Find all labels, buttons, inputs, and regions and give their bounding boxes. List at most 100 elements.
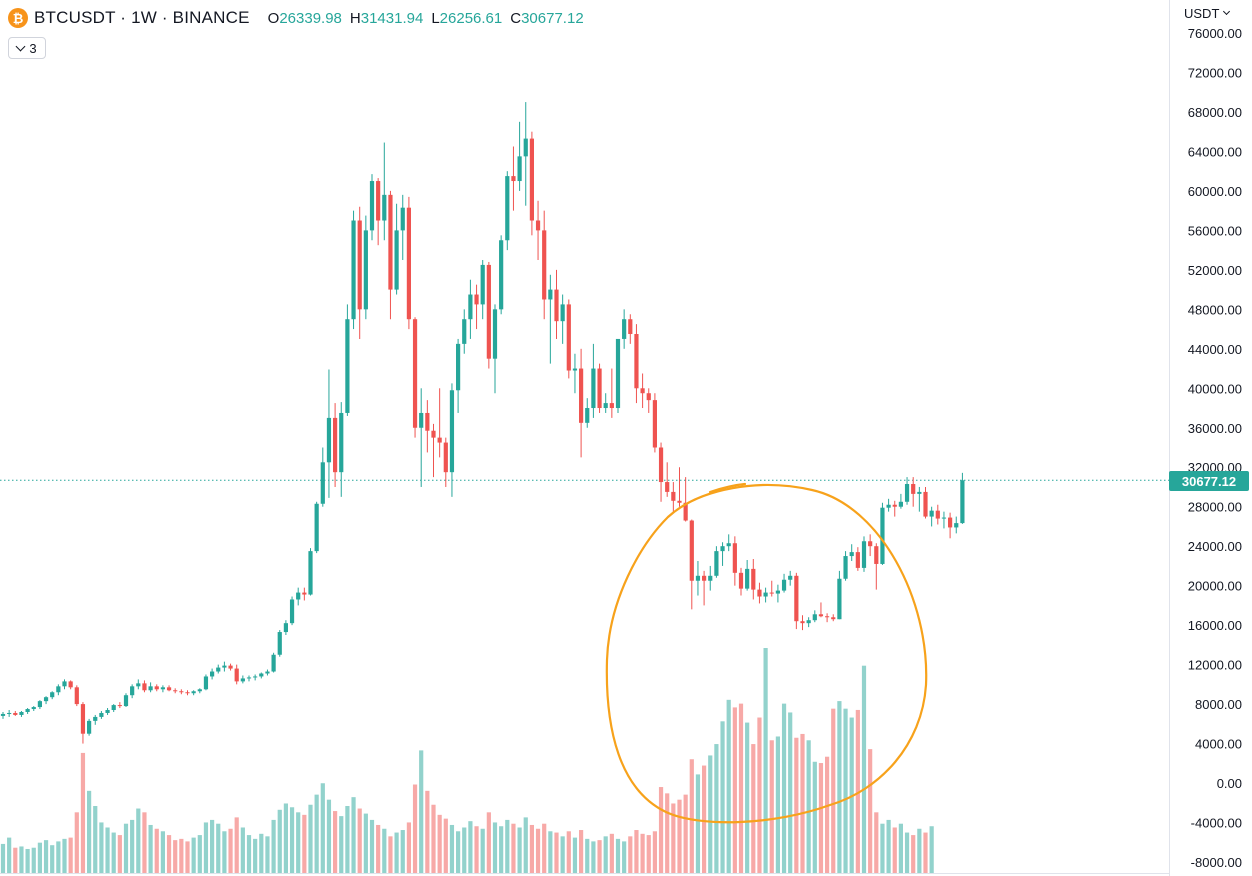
price-tick-label: -4000.00 xyxy=(1191,816,1242,831)
volume-bar xyxy=(794,737,799,873)
volume-bar xyxy=(726,699,731,873)
candle xyxy=(37,700,42,710)
volume-bar xyxy=(825,756,830,873)
candle xyxy=(62,679,67,690)
volume-bar xyxy=(240,827,245,873)
candle xyxy=(738,567,744,596)
volume-bar xyxy=(197,835,202,873)
volume-bar xyxy=(646,835,651,873)
candle xyxy=(123,693,129,708)
volume-bar xyxy=(203,822,209,873)
candle xyxy=(935,504,940,525)
volume-bar xyxy=(769,740,774,873)
volume-bar xyxy=(222,831,227,873)
drawing-annotations[interactable] xyxy=(605,482,928,824)
freehand-stroke[interactable] xyxy=(708,482,747,494)
volume-bar xyxy=(117,835,122,873)
candle xyxy=(542,210,547,320)
symbol-title[interactable]: BTCUSDT · 1W · BINANCE xyxy=(34,8,250,27)
price-tick-label: 68000.00 xyxy=(1188,105,1242,120)
indicators-toggle-button[interactable]: 3 xyxy=(8,37,46,59)
volume-bar xyxy=(216,823,221,873)
volume-bar xyxy=(351,797,356,873)
candle xyxy=(695,560,701,596)
volume-bar xyxy=(345,806,350,873)
candle xyxy=(74,685,79,707)
volume-bar xyxy=(308,804,313,873)
price-tick-label: 72000.00 xyxy=(1188,65,1242,80)
price-tick-label: 4000.00 xyxy=(1195,737,1242,752)
candle xyxy=(837,570,842,620)
candle xyxy=(548,274,553,364)
volume-bar xyxy=(19,846,24,873)
candle xyxy=(892,500,897,517)
candle xyxy=(388,190,393,320)
volume-bar xyxy=(400,830,405,873)
volume-bar xyxy=(628,836,633,873)
candle xyxy=(800,615,805,631)
ohlc-open: O26339.98 xyxy=(267,9,342,27)
currency-selector[interactable]: USDT xyxy=(1184,6,1231,21)
volume-bar xyxy=(911,835,916,873)
price-axis[interactable]: 76000.00 72000.00 68000.00 64000.00 60000.00… xyxy=(1188,26,1242,870)
volume-bar xyxy=(837,701,842,873)
volume-bar xyxy=(246,835,252,873)
volume-bar xyxy=(714,744,719,873)
candle xyxy=(289,596,295,626)
candle xyxy=(357,206,362,339)
volume-bar xyxy=(462,827,467,873)
candle xyxy=(523,102,528,206)
candle xyxy=(898,493,903,509)
price-tick-label: 44000.00 xyxy=(1188,342,1242,357)
candle xyxy=(579,348,584,458)
candle xyxy=(50,691,55,700)
candle xyxy=(412,317,418,438)
volume-bar xyxy=(751,744,756,873)
volume-bar xyxy=(179,838,184,873)
volume-bar xyxy=(671,803,676,873)
price-tick-label: 64000.00 xyxy=(1188,144,1242,159)
volume-bar xyxy=(7,837,12,873)
volume-bar xyxy=(234,817,239,873)
candle xyxy=(843,551,848,581)
volume-bar xyxy=(868,749,873,873)
volume-bar xyxy=(708,755,713,873)
volume-histogram xyxy=(0,648,934,873)
current-price-label: 30677.12 xyxy=(1169,471,1249,491)
candle xyxy=(56,684,61,696)
candle xyxy=(105,708,110,715)
volume-bar xyxy=(289,807,295,873)
candle xyxy=(794,572,799,630)
candle xyxy=(228,663,233,671)
volume-bar xyxy=(579,830,584,873)
ohlc-low: L26256.61 xyxy=(431,9,503,27)
candle xyxy=(68,680,73,690)
volume-bar xyxy=(923,832,928,873)
candle xyxy=(43,696,49,705)
volume-bar xyxy=(142,812,147,873)
volume-bar xyxy=(505,819,510,873)
candle xyxy=(609,368,614,418)
volume-bar xyxy=(277,809,282,873)
freehand-ellipse[interactable] xyxy=(605,483,928,824)
volume-bar xyxy=(585,838,590,873)
candle xyxy=(941,511,947,529)
candle xyxy=(492,304,498,394)
volume-bar xyxy=(677,799,682,873)
volume-bar xyxy=(333,811,338,873)
candle xyxy=(585,398,590,428)
candle xyxy=(437,388,442,458)
candle xyxy=(468,279,473,339)
candle xyxy=(339,402,344,497)
candle xyxy=(732,536,737,586)
volume-bar xyxy=(382,828,387,873)
volume-bar xyxy=(0,843,6,873)
candle xyxy=(825,613,830,623)
volume-bar xyxy=(111,832,116,873)
volume-bar xyxy=(591,841,596,873)
candle xyxy=(566,299,571,379)
price-tick-label: 76000.00 xyxy=(1188,26,1242,41)
symbol-legend: ₿ BTCUSDT · 1W · BINANCE O26339.98 H3143… xyxy=(8,8,584,28)
currency-label: USDT xyxy=(1184,6,1220,21)
